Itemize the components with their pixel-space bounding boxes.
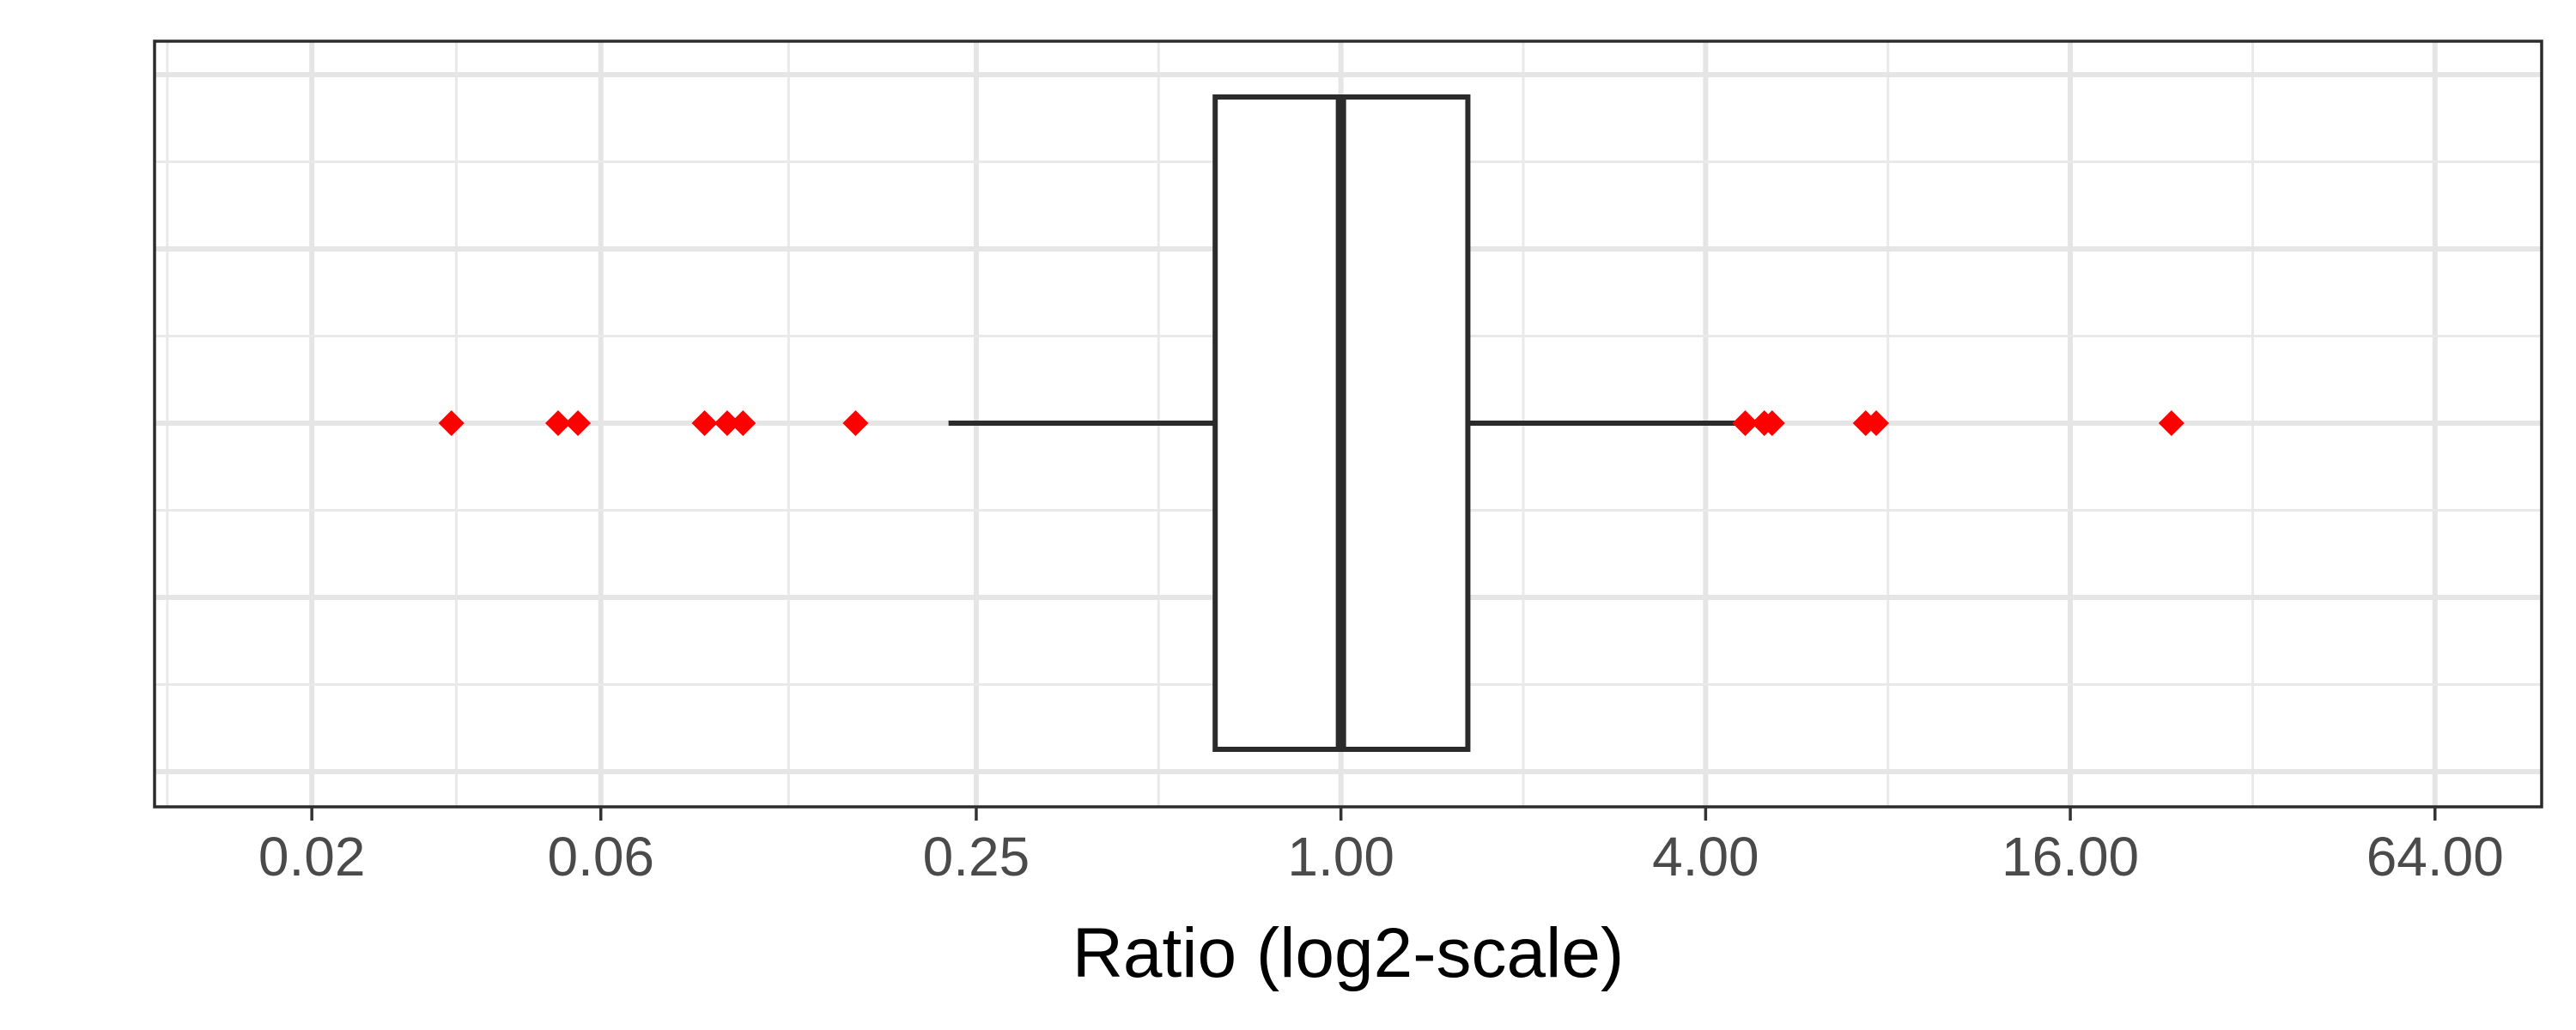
x-tick-label: 0.06: [547, 826, 654, 888]
outlier-point: [1759, 410, 1785, 436]
outlier-point: [714, 410, 740, 436]
x-tick-label: 0.25: [923, 826, 1030, 888]
outlier-point: [544, 410, 571, 436]
outlier-point: [730, 410, 756, 436]
outlier-point: [1863, 410, 1890, 436]
outlier-point: [1732, 410, 1759, 436]
panel-border: [153, 39, 2543, 809]
outlier-point: [691, 410, 718, 436]
x-tick-label: 16.00: [2002, 826, 2139, 888]
outlier-points: [438, 410, 2184, 436]
outlier-point: [438, 410, 465, 436]
x-tick-label: 4.00: [1652, 826, 1759, 888]
x-axis-ticks: 0.02 0.06 0.25 1.00 4.00 16.00 64.00: [258, 807, 2504, 888]
box: [1212, 94, 1471, 752]
outlier-point: [565, 410, 592, 436]
x-tick-label: 1.00: [1287, 826, 1394, 888]
outlier-point: [2158, 410, 2184, 436]
x-tick-label: 0.02: [258, 826, 366, 888]
x-axis-title: Ratio (log2-scale): [1072, 914, 1625, 992]
x-tick-label: 64.00: [2366, 826, 2504, 888]
outlier-point: [842, 410, 869, 436]
